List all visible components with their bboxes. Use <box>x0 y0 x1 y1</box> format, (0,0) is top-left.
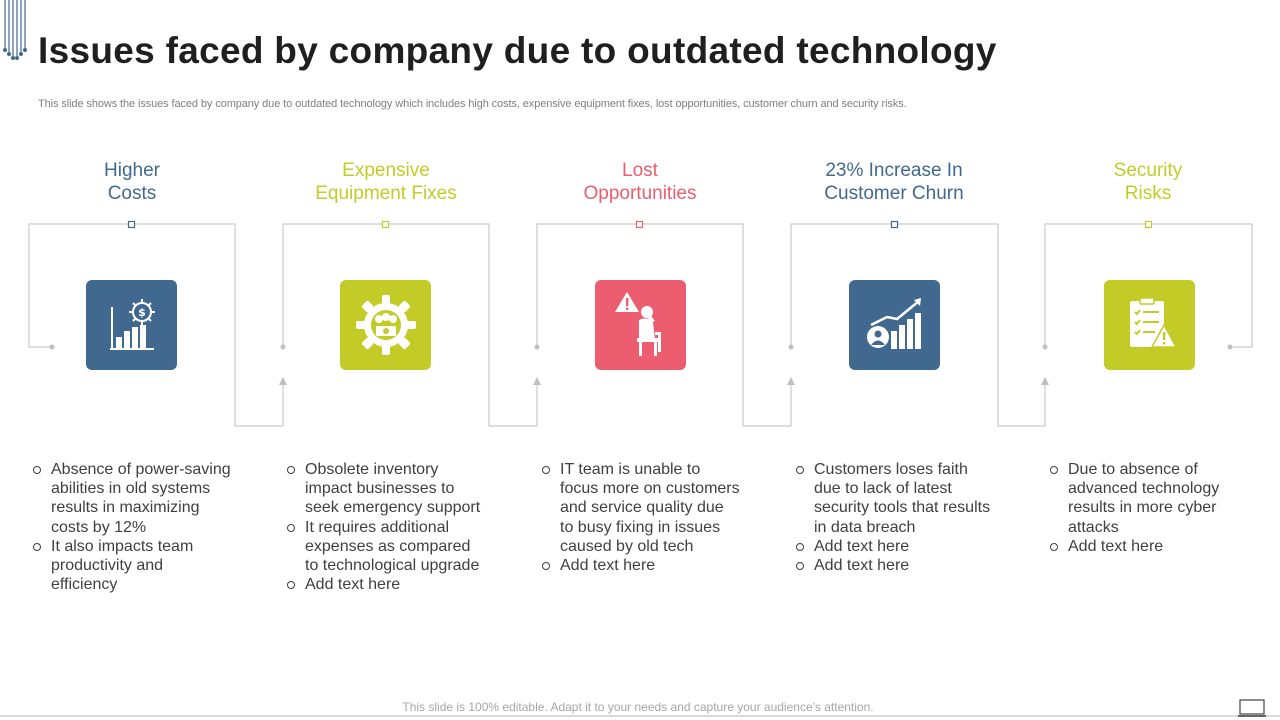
list-item: It requires additional expenses as compa… <box>286 518 486 576</box>
tile-customer-churn <box>849 280 940 370</box>
heading-expensive-equipment-fixes: Expensive Equipment Fixes <box>315 160 457 204</box>
svg-text:$: $ <box>138 306 146 319</box>
page-subtitle: This slide shows the issues faced by com… <box>38 98 907 110</box>
bullets-higher-costs: Absence of power-saving abilities in old… <box>32 460 232 594</box>
bullets-customer-churn: Customers loses faith due to lack of lat… <box>795 460 995 575</box>
list-item: Add text here <box>541 556 741 575</box>
node-marker-2 <box>381 220 390 229</box>
clipboard-warning-icon <box>1129 297 1177 348</box>
bullets-security-risks: Due to absence of advanced technology re… <box>1049 460 1249 556</box>
heading-customer-churn: 23% Increase In Customer Churn <box>824 160 964 204</box>
tile-security-risks <box>1104 280 1195 370</box>
list-item: Customers loses faith due to lack of lat… <box>795 460 995 537</box>
list-item: IT team is unable to focus more on custo… <box>541 460 741 556</box>
tile-expensive-equipment-fixes <box>340 280 431 370</box>
list-item: Add text here <box>795 556 995 575</box>
node-marker-3 <box>635 220 644 229</box>
monitor-icon <box>1238 699 1266 717</box>
customer-growth-chart-icon <box>866 298 921 349</box>
gear-money-icon <box>355 295 416 355</box>
node-marker-1 <box>127 220 136 229</box>
footer-note: This slide is 100% editable. Adapt it to… <box>402 700 874 714</box>
cost-chart-gear-icon: $ <box>109 299 155 350</box>
node-marker-4 <box>890 220 899 229</box>
list-item: Add text here <box>1049 537 1249 556</box>
node-marker-5 <box>1144 220 1153 229</box>
heading-lost-opportunities: Lost Opportunities <box>583 160 697 204</box>
stressed-person-warning-icon <box>614 292 661 356</box>
list-item: It also impacts team productivity and ef… <box>32 537 232 595</box>
heading-security-risks: Security Risks <box>1113 160 1183 204</box>
bullets-lost-opportunities: IT team is unable to focus more on custo… <box>541 460 741 575</box>
list-item: Absence of power-saving abilities in old… <box>32 460 232 537</box>
bottom-divider <box>0 715 1280 717</box>
tile-lost-opportunities <box>595 280 686 370</box>
heading-higher-costs: Higher Costs <box>104 160 160 204</box>
tile-higher-costs: $ <box>86 280 177 370</box>
list-item: Add text here <box>286 575 486 594</box>
list-item: Obsolete inventory impact businesses to … <box>286 460 486 518</box>
bullets-expensive-equipment-fixes: Obsolete inventory impact businesses to … <box>286 460 486 594</box>
page-title: Issues faced by company due to outdated … <box>38 30 997 71</box>
list-item: Add text here <box>795 537 995 556</box>
list-item: Due to absence of advanced technology re… <box>1049 460 1249 537</box>
circuit-decoration <box>3 0 27 60</box>
